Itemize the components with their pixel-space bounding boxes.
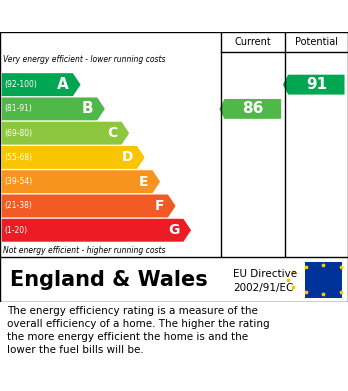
Polygon shape [2, 97, 105, 120]
Text: Current: Current [235, 37, 271, 47]
Text: The energy efficiency rating is a measure of the
overall efficiency of a home. T: The energy efficiency rating is a measur… [7, 305, 270, 355]
Text: E: E [139, 175, 148, 189]
Text: (39-54): (39-54) [4, 177, 32, 186]
Text: (21-38): (21-38) [4, 201, 32, 210]
Text: Not energy efficient - higher running costs: Not energy efficient - higher running co… [3, 246, 166, 255]
Polygon shape [283, 75, 345, 95]
Text: F: F [154, 199, 164, 213]
FancyBboxPatch shape [304, 262, 342, 298]
Text: A: A [57, 77, 69, 92]
Polygon shape [2, 170, 160, 193]
Text: 91: 91 [306, 77, 327, 92]
Text: C: C [107, 126, 117, 140]
Polygon shape [2, 219, 191, 242]
Polygon shape [219, 99, 281, 119]
Polygon shape [2, 146, 145, 169]
Text: (69-80): (69-80) [4, 129, 32, 138]
Text: Potential: Potential [295, 37, 338, 47]
Text: EU Directive: EU Directive [233, 269, 297, 279]
Text: (1-20): (1-20) [4, 226, 27, 235]
Text: England & Wales: England & Wales [10, 269, 208, 289]
Text: Very energy efficient - lower running costs: Very energy efficient - lower running co… [3, 54, 166, 63]
Text: (92-100): (92-100) [4, 80, 37, 89]
Polygon shape [2, 194, 176, 217]
Text: D: D [121, 151, 133, 165]
Polygon shape [2, 73, 81, 96]
Text: 2002/91/EC: 2002/91/EC [233, 283, 293, 292]
Text: B: B [81, 101, 93, 117]
Polygon shape [2, 122, 129, 145]
Text: 86: 86 [242, 101, 263, 117]
Text: G: G [168, 223, 179, 237]
Text: (55-68): (55-68) [4, 153, 32, 162]
Text: (81-91): (81-91) [4, 104, 32, 113]
Text: Energy Efficiency Rating: Energy Efficiency Rating [9, 9, 219, 23]
